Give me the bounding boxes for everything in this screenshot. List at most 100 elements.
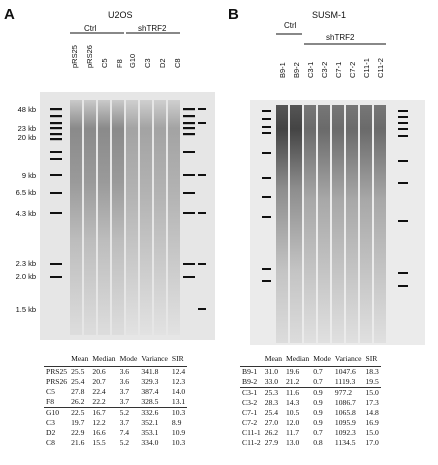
cell: 21.2 bbox=[286, 377, 300, 386]
cell: 19.6 bbox=[286, 367, 300, 376]
panel-b-group-shtrf2: shTRF2 bbox=[326, 33, 355, 42]
row-label: B9-1 bbox=[242, 367, 258, 376]
table-row: G10 22.5 16.7 5.2 332.6 10.3 bbox=[44, 407, 188, 418]
panel-a-ladder bbox=[50, 108, 206, 310]
cell: 329.3 bbox=[141, 377, 159, 386]
cell: 22.5 bbox=[69, 407, 91, 418]
cell: 16.9 bbox=[365, 418, 379, 427]
cell: 977.2 bbox=[332, 387, 364, 398]
cell: 20.7 bbox=[92, 377, 106, 386]
cell: 0.9 bbox=[313, 408, 323, 417]
size-marker-label: 1.5 kb bbox=[15, 305, 36, 314]
cell: 5.2 bbox=[117, 407, 140, 418]
row-label: C11-1 bbox=[242, 428, 261, 437]
cell: 13.1 bbox=[171, 397, 186, 406]
cell: 25.5 bbox=[71, 367, 85, 376]
table-header: Median bbox=[90, 354, 118, 367]
cell: 0.8 bbox=[313, 438, 323, 447]
cell: 19.7 bbox=[71, 418, 85, 427]
cell: 1047.6 bbox=[334, 367, 356, 376]
cell: 22.9 bbox=[71, 428, 85, 437]
cell: 33.0 bbox=[264, 377, 278, 386]
cell: 332.6 bbox=[139, 407, 170, 418]
cell: 14.3 bbox=[286, 398, 300, 407]
row-label: C3-1 bbox=[240, 387, 263, 398]
cell: 15.0 bbox=[365, 428, 379, 437]
table-header: Variance bbox=[332, 354, 364, 367]
row-label: C3 bbox=[46, 418, 55, 427]
table-header bbox=[44, 354, 70, 367]
cell: 0.7 bbox=[313, 367, 323, 376]
row-label: C3-2 bbox=[242, 398, 258, 407]
cell: 341.8 bbox=[141, 367, 159, 376]
cell: 3.7 bbox=[119, 387, 130, 396]
table-row: B9-1 31.0 19.6 0.7 1047.6 18.3 bbox=[240, 367, 381, 378]
cell: 10.3 bbox=[169, 407, 188, 418]
table-row: C7-2 27.0 12.0 0.9 1095.9 16.9 bbox=[240, 418, 381, 428]
cell: 11.6 bbox=[284, 387, 312, 398]
cell: 0.7 bbox=[313, 428, 323, 437]
cell: 0.9 bbox=[313, 418, 323, 427]
cell: 334.0 bbox=[141, 438, 159, 447]
cell: 10.3 bbox=[171, 438, 186, 447]
panel-b-stats-table: Mean Median Mode Variance SIR B9-1 31.0 … bbox=[240, 354, 381, 448]
cell: 10.9 bbox=[171, 428, 186, 437]
cell: 1086.7 bbox=[334, 398, 356, 407]
cell: 1095.9 bbox=[334, 418, 356, 427]
panel-a-group-ctrl: Ctrl bbox=[84, 24, 97, 33]
table-row: C3-1 25.3 11.6 0.9 977.2 15.0 bbox=[240, 387, 381, 398]
cell: 22.2 bbox=[92, 397, 106, 406]
cell: 25.3 bbox=[262, 387, 284, 398]
cell: 14.8 bbox=[365, 408, 379, 417]
row-label: G10 bbox=[44, 407, 70, 418]
cell: 20.6 bbox=[92, 367, 106, 376]
cell: 25.4 bbox=[71, 377, 85, 386]
cell: 5.2 bbox=[119, 438, 130, 447]
cell: 16.7 bbox=[90, 407, 118, 418]
table-row: D2 22.9 16.6 7.4 353.1 10.9 bbox=[44, 428, 187, 438]
cell: 1134.5 bbox=[334, 438, 356, 447]
size-marker-label: 9 kb bbox=[21, 171, 36, 180]
row-label: PRS26 bbox=[46, 377, 68, 386]
row-label: PRS25 bbox=[46, 367, 68, 376]
cell: 12.4 bbox=[171, 367, 186, 376]
table-row: PRS25 25.5 20.6 3.6 341.8 12.4 bbox=[44, 367, 187, 378]
table-header: Variance bbox=[139, 354, 170, 367]
panel-a-stats-table: Mean Median Mode Variance SIR PRS25 25.5… bbox=[44, 354, 188, 448]
table-row: C5 27.8 22.4 3.7 387.4 14.0 bbox=[44, 387, 187, 397]
size-marker-label: 23 kb bbox=[17, 124, 36, 133]
cell: 14.0 bbox=[171, 387, 186, 396]
cell: 3.7 bbox=[119, 397, 130, 406]
row-label: C5 bbox=[46, 387, 55, 396]
table-header: SIR bbox=[363, 354, 381, 367]
size-marker-label: 4.3 kb bbox=[15, 209, 36, 218]
panel-a-cell-line: U2OS bbox=[108, 10, 133, 20]
table-header: Mode bbox=[311, 354, 333, 367]
cell: 328.5 bbox=[141, 397, 159, 406]
panel-b-cell-line: SUSM-1 bbox=[312, 10, 347, 20]
table-header: Mode bbox=[117, 354, 140, 367]
cell: 1092.3 bbox=[334, 428, 356, 437]
cell: 7.4 bbox=[119, 428, 130, 437]
cell: 353.1 bbox=[141, 428, 159, 437]
cell: 0.7 bbox=[313, 377, 323, 386]
cell: 1119.3 bbox=[334, 377, 356, 386]
table-row: C3-2 28.3 14.3 0.9 1086.7 17.3 bbox=[240, 398, 381, 408]
size-marker-label: 48 kb bbox=[17, 105, 36, 114]
size-marker-label: 2.0 kb bbox=[15, 272, 36, 281]
cell: 11.7 bbox=[286, 428, 300, 437]
cell: 12.0 bbox=[286, 418, 300, 427]
cell: 352.1 bbox=[141, 418, 159, 427]
size-marker-label: 6.5 kb bbox=[15, 188, 36, 197]
row-label: C7-1 bbox=[242, 408, 258, 417]
table-row: B9-2 33.0 21.2 0.7 1119.3 19.5 bbox=[240, 377, 381, 388]
cell: 3.6 bbox=[119, 367, 130, 376]
table-row: C11-1 26.2 11.7 0.7 1092.3 15.0 bbox=[240, 428, 381, 438]
row-label: B9-2 bbox=[242, 377, 258, 386]
cell: 3.6 bbox=[119, 377, 130, 386]
cell: 10.5 bbox=[286, 408, 300, 417]
table-row: F8 26.2 22.2 3.7 328.5 13.1 bbox=[44, 397, 187, 408]
table-row: C7-1 25.4 10.5 0.9 1065.8 14.8 bbox=[240, 408, 381, 418]
cell: 17.0 bbox=[365, 438, 379, 447]
